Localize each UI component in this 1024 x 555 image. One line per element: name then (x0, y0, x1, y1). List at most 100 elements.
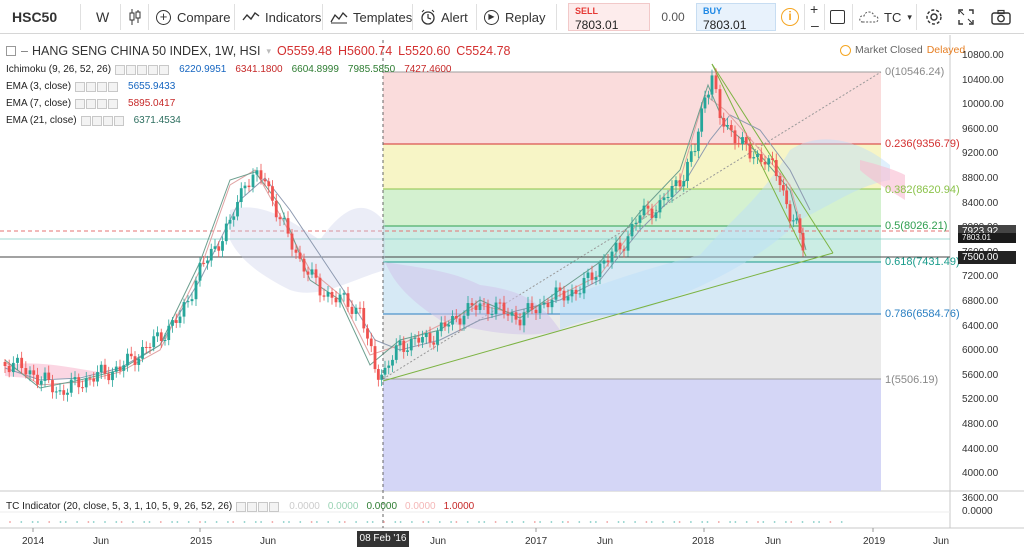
settings-icon[interactable] (86, 98, 97, 109)
price-axis-label: 6800.00 (962, 296, 999, 307)
candle-body (781, 185, 785, 191)
oscillator-dot (466, 521, 469, 523)
ema7-legend[interactable]: EMA (7, close) 5895.0417 (6, 98, 175, 109)
candle-body (574, 289, 578, 294)
source-icon[interactable] (137, 64, 148, 75)
ema21-legend[interactable]: EMA (21, close) 6371.4534 (6, 115, 181, 126)
eye-icon[interactable] (236, 501, 247, 512)
oscillator-dot (366, 521, 369, 523)
candle-body (744, 137, 748, 145)
source-icon[interactable] (102, 115, 113, 126)
eye-icon[interactable] (80, 115, 91, 126)
close-icon[interactable] (113, 115, 124, 126)
collapse-chevron-icon[interactable] (6, 46, 16, 56)
oscillator-dot (494, 521, 497, 523)
candle-body (209, 248, 213, 261)
candle-body (590, 272, 594, 280)
eye-icon[interactable] (75, 81, 86, 92)
sell-button[interactable]: SELL 7803.01 (568, 3, 650, 32)
buy-price: 7803.01 (703, 18, 747, 32)
price-axis-label: 5200.00 (962, 394, 999, 406)
alarm-clock-icon (421, 9, 435, 25)
source-icon[interactable] (97, 81, 108, 92)
settings-icon[interactable] (247, 501, 258, 512)
candle-body (239, 188, 243, 203)
interval-label: W (96, 9, 110, 25)
settings-icon[interactable] (86, 81, 97, 92)
price-axis-label: 4800.00 (962, 419, 999, 430)
more-icon[interactable] (159, 64, 170, 75)
tc-indicator-legend[interactable]: TC Indicator (20, close, 5, 3, 1, 10, 5,… (6, 501, 474, 512)
close-icon[interactable] (269, 501, 280, 512)
templates-button[interactable]: Templates (330, 0, 412, 34)
chart-legend-title[interactable]: – HANG SENG CHINA 50 INDEX, 1W, HSI ▾ O5… (6, 44, 511, 58)
ichimoku-legend[interactable]: Ichimoku (9, 26, 52, 26) 6220.9951 6341.… (6, 64, 451, 75)
close-icon[interactable] (108, 98, 119, 109)
fullscreen-rect-icon[interactable] (830, 0, 845, 34)
alert-button[interactable]: Alert (420, 0, 468, 34)
symbol-label: HSC50 (12, 9, 58, 25)
oscillator-dot (511, 521, 514, 523)
time-label-2019: 2019 (863, 536, 886, 547)
oscillator-dot (399, 521, 402, 523)
current-price-tag: 7803.01 (958, 233, 1016, 243)
candle-body (748, 144, 752, 159)
info-icon[interactable]: i (781, 0, 799, 34)
candle-body (598, 263, 602, 278)
oscillator-dot (232, 521, 235, 523)
eye-icon[interactable]: – (21, 44, 28, 58)
gear-icon[interactable] (925, 0, 943, 34)
candle-body (417, 337, 421, 343)
eye-icon[interactable] (115, 64, 126, 75)
candle-style-icon[interactable] (128, 0, 142, 34)
close-icon[interactable] (108, 81, 119, 92)
zoom-in-icon[interactable]: + (810, 1, 819, 17)
oscillator-dot (829, 521, 832, 523)
settings-icon[interactable] (126, 64, 137, 75)
ema3-legend[interactable]: EMA (3, close) 5655.9433 (6, 81, 175, 92)
candle-body (133, 356, 137, 365)
candle-body (96, 372, 99, 382)
close-icon[interactable] (148, 64, 159, 75)
candle-body (530, 303, 534, 310)
oscillator-dot (383, 521, 385, 523)
source-icon[interactable] (97, 98, 108, 109)
source-icon[interactable] (258, 501, 269, 512)
candle-body (84, 378, 88, 388)
tc-value-2: 0.0000 (327, 501, 359, 512)
candle-body (271, 186, 274, 201)
oscillator-dot (606, 521, 609, 523)
interval-button[interactable]: W (96, 0, 109, 34)
candle-body (443, 322, 447, 327)
oscillator-dot (561, 521, 564, 523)
candle-body (99, 364, 103, 373)
candle-body (394, 345, 398, 360)
price-axis-label: 8800.00 (962, 173, 999, 184)
oscillator-dot (327, 521, 330, 523)
indicators-icon (242, 11, 260, 21)
price-chart[interactable] (0, 35, 1024, 555)
candle-body (726, 125, 729, 127)
zoom-out-icon[interactable]: – (811, 17, 819, 33)
tc-indicator-label: TC Indicator (20, close, 5, 3, 1, 10, 5,… (6, 501, 233, 512)
eye-icon[interactable] (75, 98, 86, 109)
candle-body (141, 346, 144, 359)
settings-icon[interactable] (91, 115, 102, 126)
indicators-button[interactable]: Indicators (242, 0, 321, 34)
compare-button[interactable]: + Compare (156, 0, 230, 34)
candle-body (486, 303, 490, 315)
candle-body (330, 291, 334, 298)
oscillator-dot (338, 521, 341, 523)
buy-button[interactable]: BUY 7803.01 (696, 3, 776, 32)
expand-icon[interactable] (958, 0, 974, 34)
tc-cloud-button[interactable]: TC ▾ (858, 0, 912, 34)
chevron-down-icon[interactable]: ▾ (266, 45, 272, 56)
candle-body (522, 312, 526, 326)
replay-button[interactable]: ▶ Replay (484, 0, 545, 34)
cursor-date-label: 08 Feb '16 (357, 531, 409, 547)
oscillator-dot (355, 521, 357, 523)
fib-label-1: 1(5506.19) (885, 374, 939, 386)
candle-body (462, 315, 466, 325)
camera-icon[interactable] (991, 0, 1011, 34)
symbol-search[interactable]: HSC50 (12, 0, 57, 34)
